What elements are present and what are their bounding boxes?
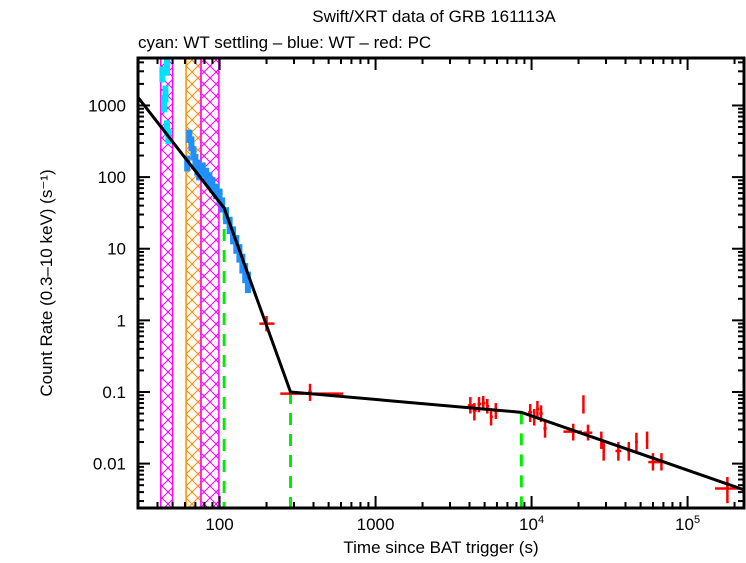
- wt-point: [216, 188, 223, 205]
- wt-point: [188, 136, 195, 152]
- wt-errbar: [190, 146, 197, 161]
- wt-errbar: [159, 66, 166, 83]
- wt-errbar: [209, 177, 216, 193]
- wt-errbar: [162, 85, 169, 103]
- wt-errbar: [163, 59, 170, 76]
- excluded-band-orange: [185, 58, 202, 508]
- wt-settling-point: [160, 95, 167, 113]
- wt-errbar: [160, 95, 167, 113]
- pc-point: [536, 400, 540, 418]
- wt-errbar: [186, 129, 193, 143]
- chart-title: Swift/XRT data of GRB 161113A: [312, 7, 556, 26]
- wt-settling-point: [163, 59, 170, 76]
- wt-errbar: [199, 162, 206, 178]
- wt-point: [213, 183, 220, 200]
- wt-errbar: [213, 183, 220, 200]
- pc-point: [602, 442, 605, 461]
- pc-point: [715, 477, 740, 504]
- pc-point: [645, 431, 649, 449]
- wt-point: [244, 271, 251, 294]
- plot-frame: [136, 56, 746, 510]
- excluded-band-magenta: [200, 58, 220, 508]
- wt-settling-point: [163, 120, 170, 136]
- excluded-band-magenta: [160, 58, 174, 508]
- y-tick-label: 10: [107, 240, 126, 259]
- y-axis: 1000 100 10 1 0.1 0.01: [88, 61, 744, 503]
- pc-point: [472, 403, 477, 421]
- y-tick-label: 100: [98, 168, 126, 187]
- wt-errbar: [163, 120, 170, 136]
- y-tick-label: 0.01: [93, 455, 126, 474]
- x-tick-label: 1000: [357, 515, 395, 534]
- wt-settling-point: [162, 85, 169, 103]
- y-tick-label: 0.1: [102, 383, 126, 402]
- y-tick-label: 1: [117, 311, 126, 330]
- wt-point: [186, 129, 193, 143]
- x-tick-label: 100: [205, 515, 233, 534]
- pc-point: [528, 403, 533, 423]
- wt-errbar: [196, 164, 203, 181]
- x-axis: 100 1000 104 105: [137, 58, 736, 534]
- wt-settling-point: [159, 66, 166, 83]
- wt-point: [209, 177, 216, 193]
- break-lines: [222, 208, 523, 508]
- pc-point: [543, 420, 547, 438]
- wt-point: [196, 164, 203, 181]
- model-fit: [138, 96, 744, 492]
- pc-point: [583, 424, 593, 441]
- wt-point: [190, 146, 197, 161]
- wt-point: [184, 155, 191, 172]
- wt-errbar: [216, 188, 223, 205]
- wt-errbar: [188, 136, 195, 152]
- wt-errbar: [203, 167, 210, 183]
- wt-point: [199, 162, 206, 178]
- chart-subtitle: cyan: WT settling – blue: WT – red: PC: [138, 33, 431, 52]
- x-axis-label: Time since BAT trigger (s): [343, 538, 538, 557]
- wt-errbar: [184, 155, 191, 172]
- wt-point: [203, 167, 210, 183]
- pc-point: [467, 397, 474, 414]
- x-tick-label: 105: [675, 514, 700, 534]
- y-axis-label: Count Rate (0.3–10 keV) (s⁻¹): [37, 169, 56, 396]
- x-tick-label: 104: [519, 514, 544, 534]
- pc-point: [582, 395, 585, 414]
- y-tick-label: 1000: [88, 96, 126, 115]
- pc-point: [485, 398, 490, 414]
- wt-errbar: [206, 172, 213, 187]
- pc-point: [634, 432, 638, 451]
- pc-point: [489, 408, 493, 426]
- data-points: [159, 59, 740, 504]
- wt-point: [206, 172, 213, 187]
- x-tick-exponent: 5: [694, 514, 700, 526]
- model-line: [138, 96, 744, 492]
- pc-point: [648, 453, 659, 471]
- x-tick-exponent: 4: [538, 514, 544, 526]
- wt-errbar: [244, 271, 251, 294]
